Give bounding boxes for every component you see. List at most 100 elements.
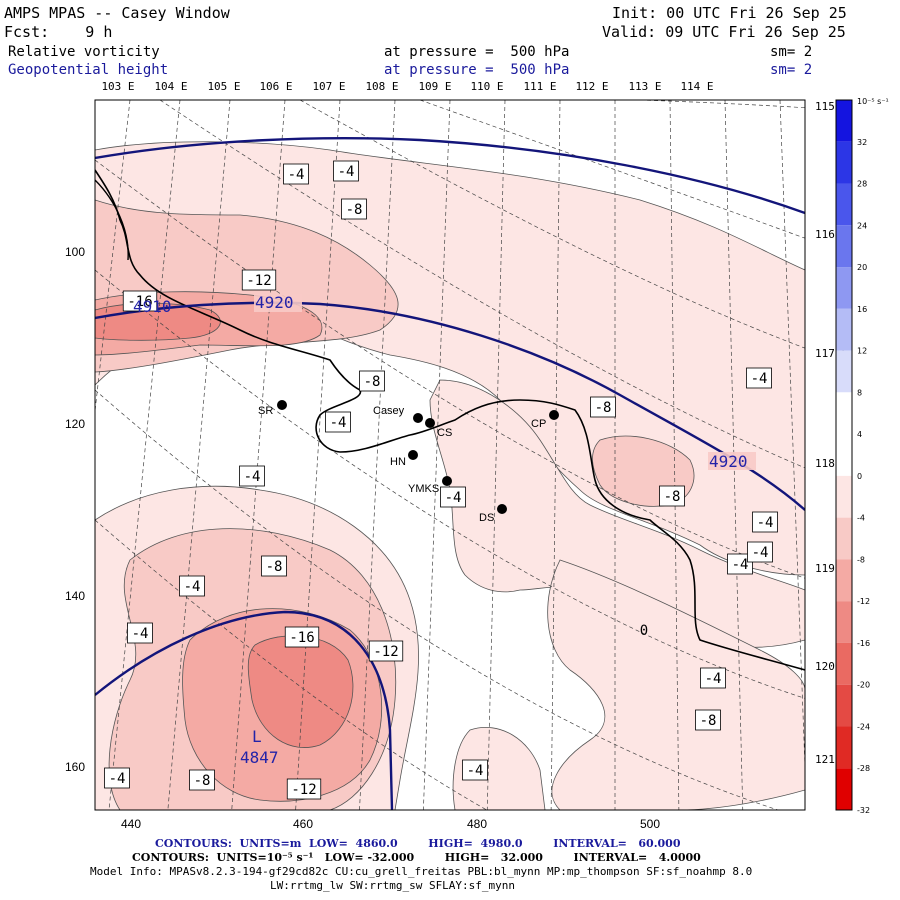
vorticity-label: -16: [127, 294, 152, 310]
lon-label: 103 E: [101, 80, 134, 93]
vorticity-label-box: [189, 769, 215, 791]
vorticity-label: -4: [109, 771, 126, 787]
vorticity-label: -4: [288, 167, 305, 183]
colorbar: 32 28 24 20 16 12 8 4 0 -4 -8 -12 -16 -20 -24 -28 -32: [835, 99, 870, 815]
colorbar-swatch: [836, 100, 852, 142]
vorticity-label-box: [359, 370, 385, 392]
vorticity-label-box: [727, 553, 753, 575]
vorticity-label: -4: [445, 490, 462, 506]
x-tick-500: 500: [640, 817, 660, 831]
colorbar-swatch: [836, 267, 852, 309]
vorticity-label: -4: [330, 415, 347, 431]
vorticity-label-box: [239, 465, 265, 487]
colorbar-swatch: [836, 475, 852, 518]
x-tick-480: 480: [467, 817, 487, 831]
vorticity-label-box: [368, 640, 404, 662]
model-info-physics: LW:rrtmg_lw SW:rrtmg_sw SFLAY:sf_mynn: [270, 879, 516, 892]
colorbar-swatch: [836, 183, 852, 226]
colorbar-swatch: [836, 434, 852, 476]
colorbar-swatch: [836, 308, 852, 351]
colorbar-label: -20: [857, 681, 870, 690]
field1-smoothing: sm= 2: [770, 44, 813, 60]
lon-label: 105 E: [207, 80, 240, 93]
colorbar-label: 16: [857, 305, 867, 314]
vorticity-label: -8: [595, 400, 612, 416]
colorbar-label: -8: [857, 555, 865, 564]
field1-level: at pressure = 500 hPa: [384, 44, 570, 60]
y-tick-120: 120: [65, 417, 85, 431]
field2-smoothing: sm= 2: [770, 62, 813, 78]
vorticity-label-box: [284, 626, 320, 648]
vorticity-labels: -4 -4-8-12-16-8-4-4-8-4-8-4-4-4-8-4 -16-12…: [104, 160, 778, 800]
height-label-4910: 4910: [133, 297, 172, 316]
vorticity-label-box: [261, 555, 287, 577]
colorbar-label: -12: [857, 597, 870, 606]
vorticity-label: -16: [289, 630, 314, 646]
vorticity-label-box: [341, 198, 367, 220]
vorticity-label-box: [590, 396, 616, 418]
colorbar-label: 0: [857, 472, 862, 481]
vorticity-label: -4: [752, 545, 769, 561]
vorticity-label-box: [747, 541, 773, 563]
vorticity-label: -12: [373, 644, 398, 660]
low-marker: L: [252, 727, 262, 746]
height-contour-info: CONTOURS: UNITS=m LOW= 4860.0 HIGH= 4980…: [155, 837, 681, 850]
stations: SR Casey CS HN YMKS DS CP: [258, 400, 559, 524]
station-Casey: Casey: [373, 405, 405, 417]
height-labels: 4920 4920 4910 4847 L: [133, 293, 756, 767]
colorbar-frame: [835, 99, 853, 811]
colorbar-swatch: [836, 684, 852, 727]
colorbar-label: 24: [857, 221, 867, 230]
coastline-west: [95, 179, 129, 261]
valid-time: Valid: 09 UTC Fri 26 Sep 25: [602, 23, 846, 41]
lon-label: 112 E: [575, 80, 608, 93]
height-contours: [95, 136, 805, 810]
vorticity-label: -4: [732, 557, 749, 573]
lon-label: 114 E: [680, 80, 713, 93]
vorticity-label: -8: [664, 489, 681, 505]
station-CS: CS: [437, 427, 452, 439]
colorbar-swatch: [836, 350, 852, 393]
plot-frame: [94, 99, 806, 811]
colorbar-label: 20: [857, 263, 867, 272]
colorbar-label: 12: [857, 347, 867, 356]
vorticity-label: -8: [700, 713, 717, 729]
vorticity-label-box: [462, 759, 488, 781]
station-CP: CP: [531, 418, 546, 430]
vorticity-label: -4: [467, 763, 484, 779]
station-SR: SR: [258, 405, 273, 417]
vorticity-label-box: [325, 411, 351, 433]
map-title: AMPS MPAS -- Casey Window: [4, 4, 230, 22]
station-HN: HN: [390, 456, 406, 468]
colorbar-label: -32: [857, 806, 870, 815]
height-label-4847: 4847: [240, 748, 279, 767]
vorticity-label: -4: [338, 164, 355, 180]
vorticity-label: -4: [751, 371, 768, 387]
lon-label: 110 E: [470, 80, 503, 93]
colorbar-swatch: [836, 559, 852, 602]
lon-label: 113 E: [628, 80, 661, 93]
init-time: Init: 00 UTC Fri 26 Sep 25: [612, 4, 847, 22]
colorbar-swatch: [836, 141, 852, 184]
lon-label: 111 E: [523, 80, 556, 93]
colorbar-swatch: [836, 517, 852, 560]
lon-label: 106 E: [259, 80, 292, 93]
vorticity-label: -4: [184, 579, 201, 595]
height-label-4920-east: 4920: [709, 452, 748, 471]
field2-level: at pressure = 500 hPa: [384, 62, 570, 78]
colorbar-swatch: [836, 392, 852, 435]
vorticity-label: -12: [291, 782, 316, 798]
colorbar-swatch: [836, 601, 852, 643]
vorticity-label-box: [440, 486, 466, 508]
vorticity-label-box: [241, 269, 277, 291]
x-tick-460: 460: [293, 817, 313, 831]
lon-label: 108 E: [365, 80, 398, 93]
vorticity-label: -4: [132, 626, 149, 642]
vorticity-label-box: [122, 290, 158, 312]
colorbar-unit: 10⁻⁵ s⁻¹: [857, 97, 889, 106]
colorbar-label: 4: [857, 430, 862, 439]
lon-label: 109 E: [418, 80, 451, 93]
vorticity-label-box: [283, 163, 309, 185]
vorticity-label: -4: [705, 671, 722, 687]
y-tick-100: 100: [65, 245, 85, 259]
